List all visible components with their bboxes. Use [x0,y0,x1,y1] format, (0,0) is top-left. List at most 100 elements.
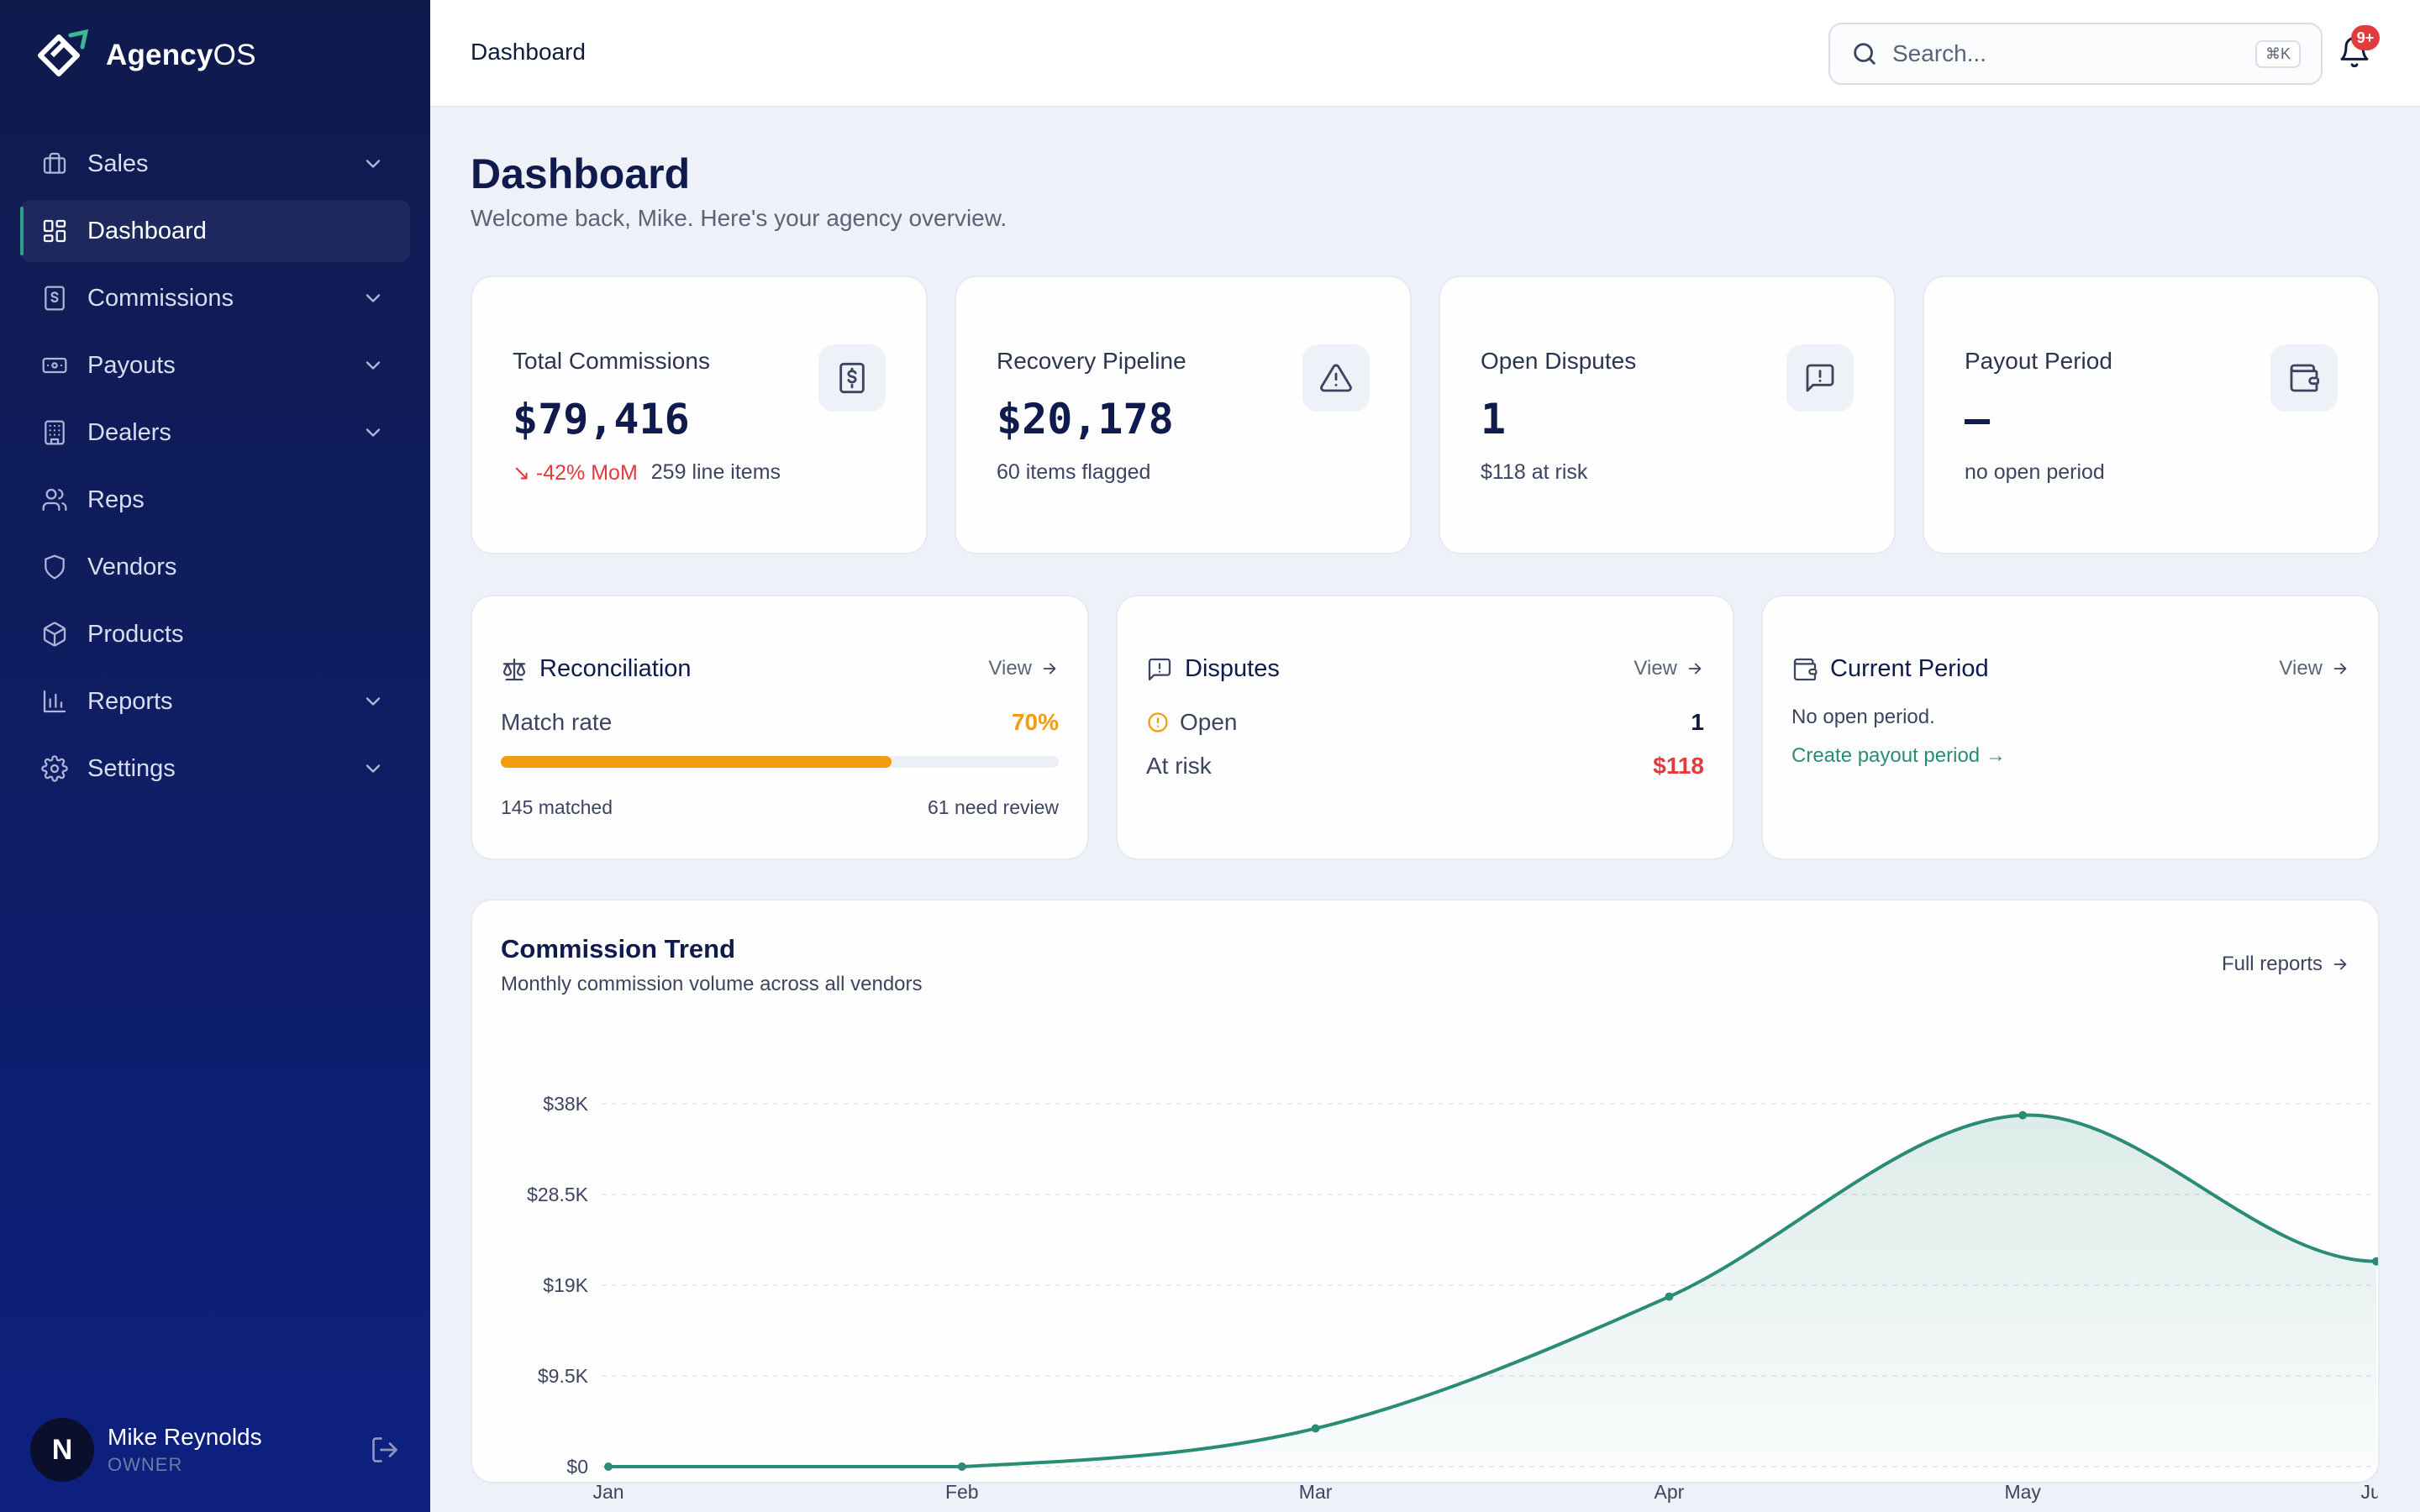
chevron-down-icon[interactable] [361,152,385,176]
stat-card-recovery-pipeline[interactable]: Recovery Pipeline $20,178 60 items flagg… [955,276,1412,554]
sidebar-item-reps[interactable]: Reps [20,469,410,531]
sidebar-item-label: Reps [87,486,145,513]
create-payout-period-link[interactable]: Create payout period → [1791,744,2006,767]
stat-card-total-commissions[interactable]: Total Commissions $79,416 ↘ -42% MoM 259… [471,276,928,554]
chevron-down-icon[interactable] [361,354,385,377]
sidebar-item-dashboard[interactable]: Dashboard [20,200,410,262]
arrow-right-icon [1043,663,1056,675]
sidebar-item-sales[interactable]: Sales [20,133,410,195]
message-alert-icon [1786,344,1854,412]
bar-chart-icon [40,687,69,716]
wallet-icon [1793,658,1818,680]
stat-card-payout-period[interactable]: Payout Period – no open period [1923,276,2380,554]
matched-count: 145 matched [501,796,613,818]
search-icon [1854,43,1876,65]
page-title: Dashboard [471,150,691,197]
view-period-link[interactable]: View [2279,657,2349,680]
chevron-down-icon[interactable] [361,690,385,713]
view-reconciliation-link[interactable]: View [988,657,1059,680]
search-input[interactable]: Search... ⌘K [1828,23,2323,85]
data-point [2372,1257,2378,1266]
chevron-down-icon[interactable] [361,421,385,444]
view-label: View [988,657,1032,680]
y-tick-label: $38K [543,1093,588,1115]
sidebar-item-commissions[interactable]: Commissions [20,267,410,329]
current-period-panel: Current Period View No open period. Crea… [1761,595,2380,860]
panel-title: Reconciliation [539,655,692,682]
box-icon [40,620,69,648]
chevron-down-icon[interactable] [361,286,385,310]
view-disputes-link[interactable]: View [1634,657,1704,680]
sidebar-item-vendors[interactable]: Vendors [20,536,410,598]
search-placeholder: Search... [1892,40,1987,66]
top-bar: Dashboard Search... ⌘K 9+ [430,0,2420,108]
receipt-icon [818,344,886,412]
notification-badge: 9+ [2351,25,2380,50]
review-count: 61 need review [928,796,1059,818]
user-profile[interactable]: N Mike Reynolds OWNER [30,1416,400,1483]
sidebar-item-label: Dealers [87,418,171,446]
logout-icon[interactable] [370,1435,400,1465]
sidebar-item-payouts[interactable]: Payouts [20,334,410,396]
chart-subtitle: Monthly commission volume across all ven… [501,973,923,995]
stat-value: – [1965,395,1991,444]
open-disputes-value: 1 [1691,709,1704,735]
briefcase-icon [40,150,69,178]
at-risk-value: $118 [1653,753,1704,779]
data-point [957,1462,966,1471]
message-alert-icon [1148,658,1171,680]
stat-card-open-disputes[interactable]: Open Disputes 1 $118 at risk [1439,276,1896,554]
x-tick-label: Mar [1299,1481,1333,1503]
full-reports-link[interactable]: Full reports [2222,953,2349,976]
trend-down-change: ↘ -42% MoM [513,461,638,485]
chart-title: Commission Trend [501,934,736,963]
full-reports-label: Full reports [2221,953,2323,975]
match-rate-value: 70% [1011,709,1059,735]
stat-note: no open period [1965,460,2105,484]
open-disputes-label: Open [1180,709,1238,735]
data-point [604,1462,613,1471]
stat-label: Recovery Pipeline [997,348,1186,374]
sidebar-item-products[interactable]: Products [20,603,410,665]
gear-icon [40,754,69,783]
at-risk-label: At risk [1146,753,1212,779]
logo-name-light: OS [213,39,256,71]
arrow-right-icon [2333,663,2347,675]
receipt-icon [40,284,69,312]
y-tick-label: $0 [566,1456,588,1478]
stat-note: 60 items flagged [997,460,1151,484]
stat-value: 1 [1481,395,1507,444]
y-tick-label: $9.5K [538,1365,589,1387]
sidebar: AgencyOS Sales Dashboard Commissions Payout… [0,0,430,1512]
no-period-text: No open period. [1791,706,1935,728]
match-rate-label: Match rate [501,709,613,735]
sidebar-item-dealers[interactable]: Dealers [20,402,410,464]
sidebar-item-label: Payouts [87,351,176,379]
stat-value: $79,416 [513,395,690,444]
stat-note: 259 line items [650,460,781,484]
logo-name-bold: Agency [106,39,213,71]
page-subtitle: Welcome back, Mike. Here's your agency o… [471,205,1007,231]
chevron-down-icon[interactable] [361,757,385,780]
y-tick-label: $19K [543,1274,588,1296]
sidebar-item-label: Vendors [87,553,177,580]
x-tick-label: May [2004,1481,2041,1503]
view-label: View [2279,657,2323,680]
match-rate-fill [501,756,892,768]
grid-icon [40,217,69,245]
sidebar-item-label: Sales [87,150,149,177]
main-content: Dashboard Welcome back, Mike. Here's you… [430,109,2420,1512]
avatar: N [30,1418,94,1482]
sidebar-item-reports[interactable]: Reports [20,670,410,732]
shield-icon [40,553,69,581]
disputes-panel: Disputes View Open 1 At risk $118 [1116,595,1734,860]
series-line [608,1113,2377,1468]
data-point [1311,1424,1320,1433]
users-icon [40,486,69,514]
building-icon [40,418,69,447]
user-name: Mike Reynolds [108,1424,262,1450]
sidebar-item-settings[interactable]: Settings [20,738,410,800]
app-logo[interactable]: AgencyOS [34,25,256,86]
wallet-icon [2270,344,2338,412]
stat-change: -42% MoM [535,461,638,485]
